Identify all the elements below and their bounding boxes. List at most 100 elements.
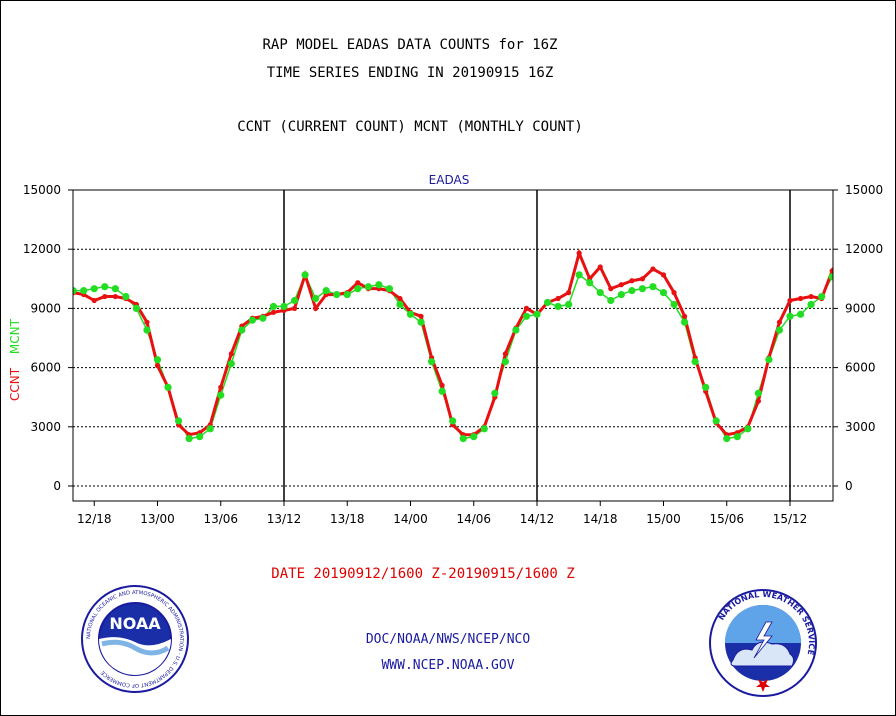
mcnt-point <box>196 433 204 441</box>
y-tick-label-left: 6000 <box>30 361 61 375</box>
mcnt-point <box>839 293 846 300</box>
mcnt-point <box>259 314 267 322</box>
mcnt-point <box>617 290 625 299</box>
mcnt-point <box>459 435 467 443</box>
noaa-logo-text: NOAA <box>109 614 161 633</box>
mcnt-point <box>90 285 98 293</box>
ccnt-point <box>112 293 118 300</box>
nws-logo: NATIONAL WEATHER SERVICE <box>709 589 817 697</box>
mcnt-point <box>73 287 77 295</box>
date-range-label: DATE 20190912/1600 Z-20190915/1600 Z <box>271 566 575 582</box>
x-tick-label: 14/06 <box>456 512 491 526</box>
mcnt-point <box>512 326 520 334</box>
mcnt-point <box>143 326 151 334</box>
y-tick-label-left: 15000 <box>23 183 61 197</box>
ccnt-point <box>829 268 833 274</box>
x-tick-label: 14/00 <box>393 512 428 526</box>
ccnt-point <box>650 266 656 272</box>
y-label-mcnt: MCNT <box>8 318 22 354</box>
mcnt-point <box>174 417 183 425</box>
mcnt-point <box>807 300 815 309</box>
mcnt-point <box>659 289 668 297</box>
ccnt-point <box>787 297 793 304</box>
mcnt-point <box>406 310 415 318</box>
star-icon <box>756 679 770 692</box>
footer-org-path: DOC/NOAA/NWS/NCEP/NCO <box>365 632 531 647</box>
ccnt-point <box>861 294 866 299</box>
ccnt-point <box>144 319 150 325</box>
mcnt-point <box>818 292 826 301</box>
mcnt-point <box>638 285 647 293</box>
mcnt-point <box>111 285 119 293</box>
mcnt-point <box>786 312 794 320</box>
ccnt-point <box>776 319 783 325</box>
mcnt-point <box>596 289 604 297</box>
x-tick-label: 13/06 <box>203 512 238 526</box>
mcnt-point <box>744 425 752 433</box>
y-tick-label-left: 9000 <box>30 301 61 315</box>
ccnt-point <box>154 363 161 369</box>
mcnt-point <box>796 310 805 318</box>
mcnt-point <box>533 310 541 318</box>
mcnt-point <box>301 271 309 279</box>
mcnt-point <box>828 273 833 281</box>
x-tick-label: 14/12 <box>520 512 555 526</box>
x-tick-label: 15/06 <box>709 512 744 526</box>
plot-border <box>72 189 834 502</box>
mcnt-point <box>333 290 341 299</box>
mcnt-point <box>354 285 362 293</box>
y-tick-label-left: 0 <box>53 479 61 493</box>
series-layer <box>73 248 866 443</box>
y-tick-label-right: 12000 <box>845 242 883 256</box>
mcnt-point <box>491 389 499 397</box>
ccnt-point <box>755 398 761 404</box>
grid-lines <box>73 190 833 501</box>
y-label-ccnt: CCNT <box>8 367 22 401</box>
mcnt-point <box>122 292 130 301</box>
ccnt-point <box>639 276 646 282</box>
mcnt-point <box>248 316 256 324</box>
mcnt-point <box>733 433 741 441</box>
mcnt-point <box>227 360 235 368</box>
mcnt-point <box>290 296 299 305</box>
ccnt-point <box>439 382 445 388</box>
ccnt-point <box>91 297 97 304</box>
mcnt-point <box>449 417 457 425</box>
ccnt-point <box>270 309 277 315</box>
mcnt-point <box>343 290 351 299</box>
chart-subtitle: CCNT (CURRENT COUNT) MCNT (MONTHLY COUNT… <box>237 119 583 135</box>
x-tick-label: 15/12 <box>773 512 808 526</box>
ccnt-point <box>555 295 561 302</box>
mcnt-point <box>522 312 531 320</box>
mcnt-point <box>754 389 762 397</box>
mcnt-point <box>480 425 488 433</box>
mcnt-point <box>364 283 372 291</box>
mcnt-point <box>501 358 509 366</box>
chart-title-line2: TIME SERIES ENDING IN 20190915 16Z <box>266 65 554 81</box>
mcnt-point <box>575 271 583 279</box>
ccnt-point <box>313 305 319 311</box>
footer-url[interactable]: WWW.NCEP.NOAA.GOV <box>381 658 515 673</box>
ccnt-point <box>502 351 508 357</box>
x-tick-label: 13/00 <box>140 512 175 526</box>
ccnt-point <box>808 293 814 300</box>
ccnt-point <box>355 280 361 286</box>
mcnt-point <box>470 433 478 441</box>
mcnt-point <box>543 298 552 307</box>
y-tick-label-left: 3000 <box>30 420 61 434</box>
mcnt-point <box>385 285 394 293</box>
ccnt-point <box>618 282 624 288</box>
x-tick-label: 13/12 <box>267 512 302 526</box>
x-tick-label: 15/00 <box>646 512 681 526</box>
mcnt-point <box>164 383 172 391</box>
mcnt-point <box>438 387 446 395</box>
ccnt-point <box>851 288 856 293</box>
ccnt-point <box>291 305 298 311</box>
mcnt-point <box>850 285 857 292</box>
mcnt-point <box>427 358 436 366</box>
mcnt-point <box>723 435 731 443</box>
chart-title-line1: RAP MODEL EADAS DATA COUNTS for 16Z <box>262 37 558 53</box>
mcnt-point <box>765 356 773 364</box>
ccnt-point <box>608 286 614 292</box>
